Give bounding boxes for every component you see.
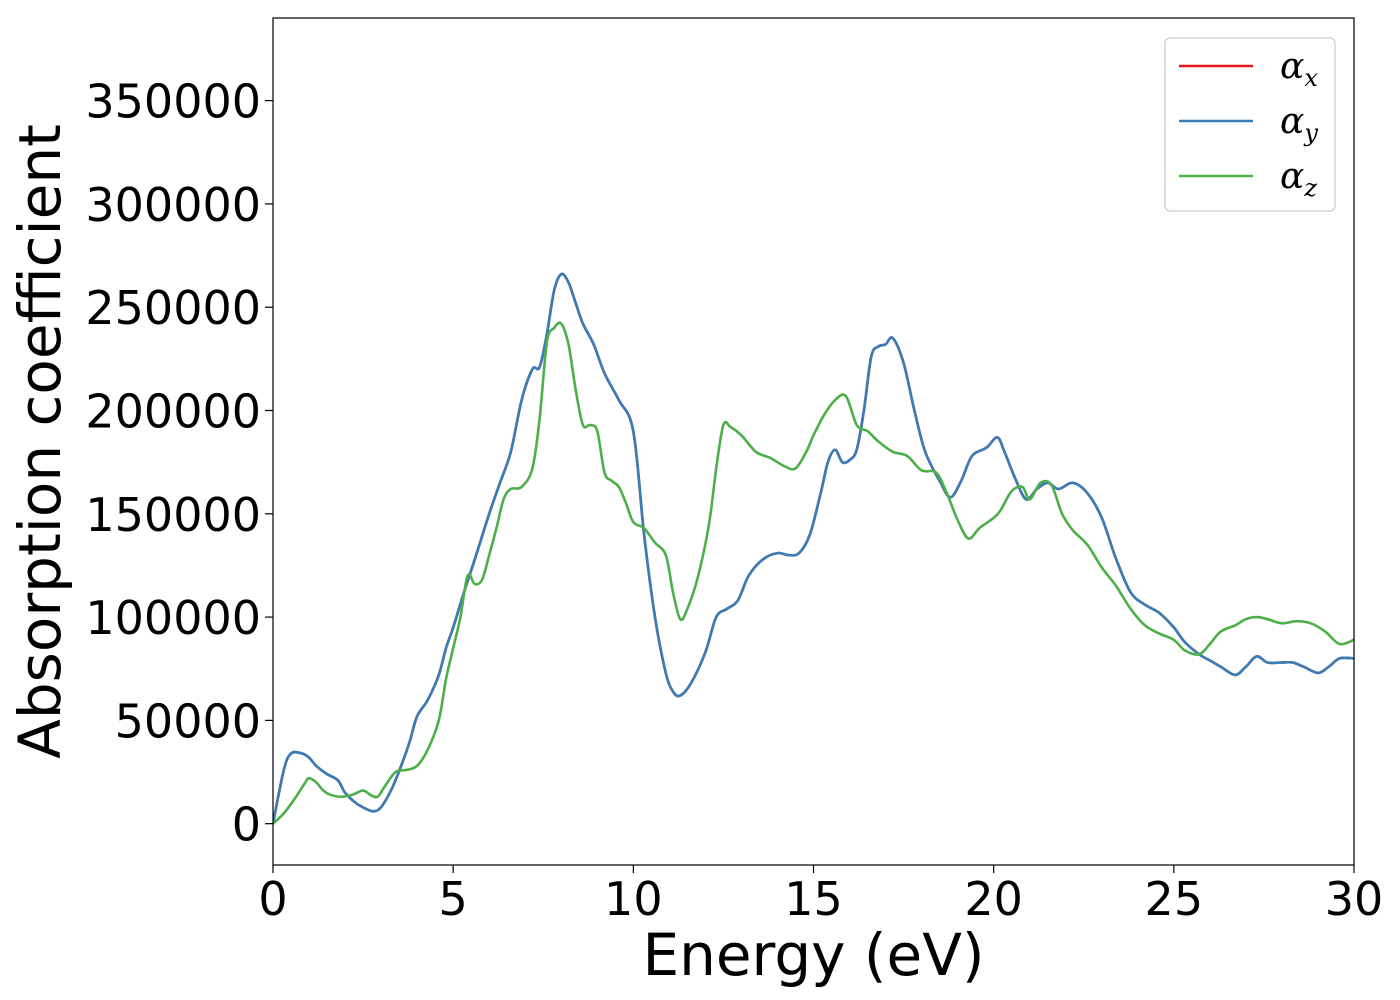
legend-label-z: αz xyxy=(1280,156,1317,202)
y-tick-label: 50000 xyxy=(115,694,261,748)
y-axis-title: Absorption coefficient xyxy=(6,124,74,759)
x-tick-label: 5 xyxy=(439,872,468,926)
legend-box xyxy=(1164,37,1336,212)
x-tick-label: 20 xyxy=(964,872,1023,926)
x-axis-ticks: 0 5 10 15 20 25 30 xyxy=(258,865,1383,926)
x-tick-label: 30 xyxy=(1325,872,1384,926)
y-tick-label: 300000 xyxy=(85,178,261,232)
y-tick-label: 200000 xyxy=(85,385,261,439)
legend-label-y: αy xyxy=(1280,101,1318,147)
legend: αx αy αz xyxy=(1164,37,1336,212)
series-line-z xyxy=(273,321,1354,825)
series-layer xyxy=(273,272,1354,825)
x-tick-label: 15 xyxy=(784,872,843,926)
x-axis-title: Energy (eV) xyxy=(642,921,984,989)
y-axis-ticks: 0 50000 100000 150000 200000 250000 300000 3500… xyxy=(85,75,273,852)
y-tick-label: 100000 xyxy=(85,591,261,645)
y-tick-label: 0 xyxy=(232,798,261,852)
x-tick-label: 0 xyxy=(258,872,287,926)
x-tick-label: 25 xyxy=(1145,872,1204,926)
y-tick-label: 350000 xyxy=(85,75,261,129)
series-line-y xyxy=(273,272,1354,824)
y-tick-label: 150000 xyxy=(85,488,261,542)
x-tick-label: 10 xyxy=(604,872,663,926)
legend-label-x: αx xyxy=(1280,46,1318,92)
y-tick-label: 250000 xyxy=(85,281,261,335)
